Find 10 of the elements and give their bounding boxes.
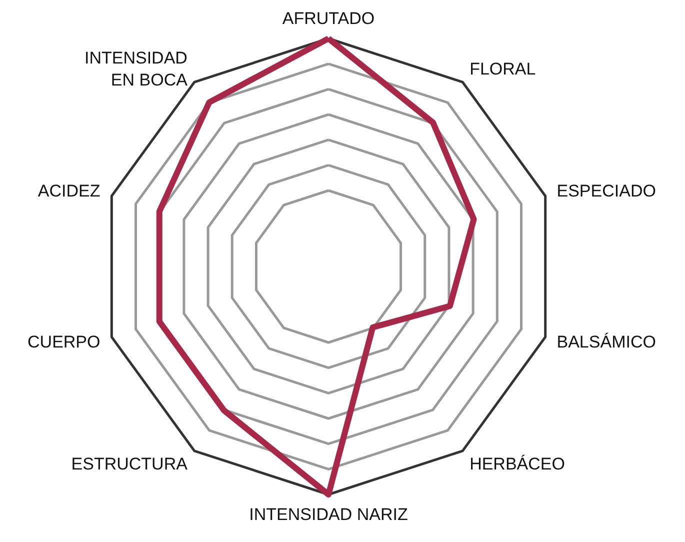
spoke-label: CUERPO xyxy=(28,332,100,352)
spoke-label: FLORAL xyxy=(470,60,536,79)
spoke-label: INTENSIDAD EN BOCA xyxy=(84,48,188,90)
spoke-label: HERBÁCEO xyxy=(470,454,565,474)
spoke-label: ACIDEZ xyxy=(38,182,100,201)
spoke-label: AFRUTADO xyxy=(282,9,375,28)
spoke-label: ESTRUCTURA xyxy=(71,454,188,474)
spoke-label: INTENSIDAD NARIZ xyxy=(249,505,408,524)
spoke-label: BALSÁMICO xyxy=(556,332,656,352)
spoke-label: ESPECIADO xyxy=(556,182,656,201)
